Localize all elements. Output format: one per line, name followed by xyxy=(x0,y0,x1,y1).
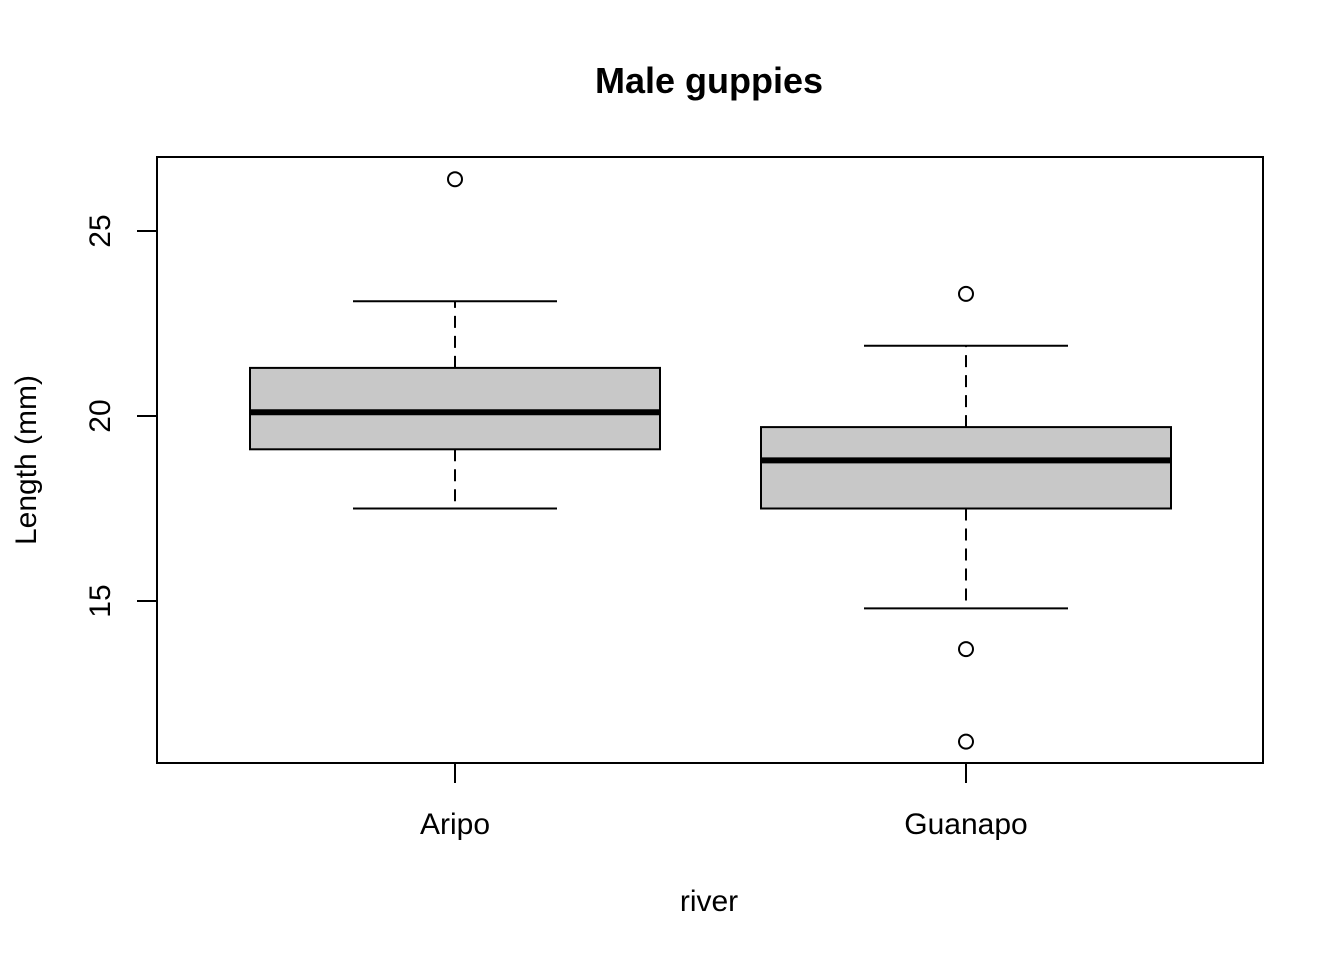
aripo-outlier-1 xyxy=(447,171,463,188)
y-tick-label-25: 25 xyxy=(84,214,117,247)
x-axis-label: river xyxy=(680,885,738,918)
x-axis: Aripo Guanapo xyxy=(420,762,1028,841)
guanapo-outlier-2 xyxy=(958,641,974,658)
boxes-layer xyxy=(249,171,1172,750)
x-tick-label-guanapo: Guanapo xyxy=(904,808,1027,841)
y-tick-label-15: 15 xyxy=(84,584,117,617)
x-tick-label-aripo: Aripo xyxy=(420,808,490,841)
guanapo-outlier-1 xyxy=(958,285,974,302)
aripo-box xyxy=(249,366,661,451)
y-axis: 15 20 25 xyxy=(84,214,158,618)
y-axis-label: Length (mm) xyxy=(10,375,43,545)
y-tick-label-20: 20 xyxy=(84,399,117,432)
guanapo-box xyxy=(760,426,1172,510)
guanapo-outlier-3 xyxy=(958,733,974,750)
chart-title: Male guppies xyxy=(595,60,823,101)
